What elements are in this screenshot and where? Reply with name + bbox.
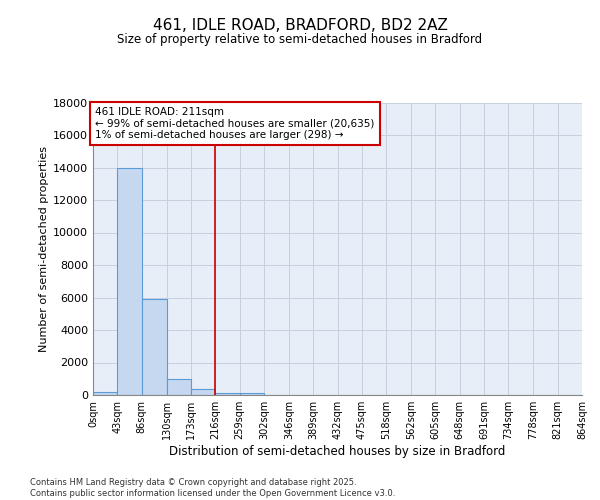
Text: Contains HM Land Registry data © Crown copyright and database right 2025.
Contai: Contains HM Land Registry data © Crown c… [30,478,395,498]
Bar [142,299,167,395]
Bar [215,392,239,395]
Bar [93,392,118,395]
Bar [167,379,191,395]
Bar [191,390,215,395]
Text: 461 IDLE ROAD: 211sqm
← 99% of semi-detached houses are smaller (20,635)
1% of s: 461 IDLE ROAD: 211sqm ← 99% of semi-deta… [95,107,375,140]
X-axis label: Distribution of semi-detached houses by size in Bradford: Distribution of semi-detached houses by … [169,445,506,458]
Text: Size of property relative to semi-detached houses in Bradford: Size of property relative to semi-detach… [118,32,482,46]
Bar [239,394,264,395]
Y-axis label: Number of semi-detached properties: Number of semi-detached properties [39,146,49,352]
Bar [118,168,142,395]
Text: 461, IDLE ROAD, BRADFORD, BD2 2AZ: 461, IDLE ROAD, BRADFORD, BD2 2AZ [152,18,448,32]
